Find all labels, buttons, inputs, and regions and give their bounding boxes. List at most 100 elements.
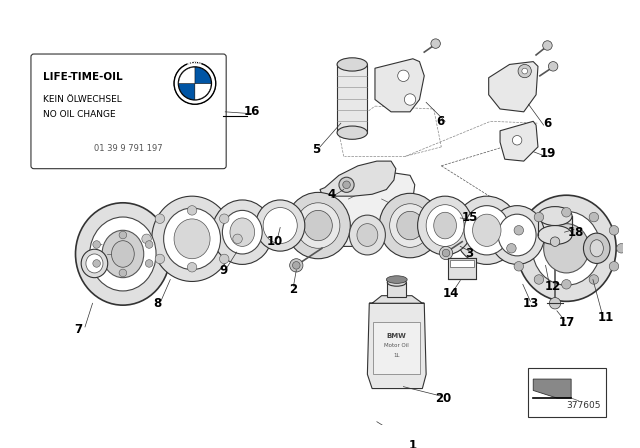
Ellipse shape xyxy=(490,206,545,264)
Circle shape xyxy=(442,249,450,257)
Circle shape xyxy=(549,297,561,309)
Ellipse shape xyxy=(152,196,232,281)
Ellipse shape xyxy=(164,208,221,270)
Bar xyxy=(387,282,406,297)
Wedge shape xyxy=(179,83,195,99)
Text: 2: 2 xyxy=(289,283,298,296)
Text: 377605: 377605 xyxy=(566,401,601,410)
Ellipse shape xyxy=(76,203,170,305)
Circle shape xyxy=(543,41,552,50)
Ellipse shape xyxy=(255,200,305,251)
FancyBboxPatch shape xyxy=(31,54,226,169)
Ellipse shape xyxy=(516,195,616,302)
Ellipse shape xyxy=(543,224,589,273)
Circle shape xyxy=(155,254,164,264)
Text: 3: 3 xyxy=(466,247,474,260)
Circle shape xyxy=(339,177,354,192)
Ellipse shape xyxy=(263,207,297,244)
Bar xyxy=(337,65,367,133)
Wedge shape xyxy=(195,67,211,83)
Text: 6: 6 xyxy=(543,116,552,130)
Circle shape xyxy=(142,234,151,244)
Ellipse shape xyxy=(212,200,273,264)
Ellipse shape xyxy=(454,196,519,264)
Circle shape xyxy=(514,225,524,235)
Text: 17: 17 xyxy=(558,316,575,329)
Ellipse shape xyxy=(387,276,407,283)
Text: 13: 13 xyxy=(522,297,538,310)
Circle shape xyxy=(174,63,216,104)
Text: 15: 15 xyxy=(461,211,478,224)
Ellipse shape xyxy=(337,126,367,139)
Text: 7: 7 xyxy=(74,323,83,336)
Circle shape xyxy=(518,65,531,78)
Text: 1: 1 xyxy=(409,439,417,448)
Bar xyxy=(448,258,476,279)
Ellipse shape xyxy=(472,214,501,246)
Text: LIFE-TIME-OIL: LIFE-TIME-OIL xyxy=(44,72,123,82)
Ellipse shape xyxy=(532,211,600,285)
Circle shape xyxy=(589,212,598,222)
Text: 16: 16 xyxy=(244,105,260,118)
Ellipse shape xyxy=(380,194,441,258)
Ellipse shape xyxy=(111,241,134,267)
Text: 5: 5 xyxy=(312,143,321,156)
Circle shape xyxy=(119,269,127,277)
Bar xyxy=(450,260,474,267)
Ellipse shape xyxy=(390,204,431,247)
Ellipse shape xyxy=(387,279,406,286)
Circle shape xyxy=(513,135,522,145)
Bar xyxy=(538,216,572,235)
Ellipse shape xyxy=(426,205,464,246)
Circle shape xyxy=(155,214,164,224)
Circle shape xyxy=(233,234,243,244)
Circle shape xyxy=(507,244,516,253)
Polygon shape xyxy=(367,303,426,388)
Ellipse shape xyxy=(86,254,103,273)
Circle shape xyxy=(534,275,543,284)
Ellipse shape xyxy=(397,211,423,240)
Ellipse shape xyxy=(357,224,378,246)
Circle shape xyxy=(292,262,300,269)
Circle shape xyxy=(145,260,153,267)
Circle shape xyxy=(220,214,229,224)
Text: 6: 6 xyxy=(436,115,445,128)
Circle shape xyxy=(440,246,452,260)
Text: 18: 18 xyxy=(568,226,584,239)
Text: 14: 14 xyxy=(443,287,459,300)
Circle shape xyxy=(93,260,100,267)
Bar xyxy=(373,322,420,375)
Ellipse shape xyxy=(538,225,572,245)
Text: 11: 11 xyxy=(598,311,614,324)
Circle shape xyxy=(176,65,214,102)
Ellipse shape xyxy=(286,192,350,258)
Wedge shape xyxy=(179,67,195,83)
Circle shape xyxy=(397,70,409,82)
Ellipse shape xyxy=(464,206,509,255)
Circle shape xyxy=(220,254,229,264)
Circle shape xyxy=(550,237,560,246)
Polygon shape xyxy=(375,59,424,112)
Circle shape xyxy=(548,61,558,71)
Circle shape xyxy=(609,262,619,271)
Ellipse shape xyxy=(584,233,610,263)
Text: 01 39 9 791 197: 01 39 9 791 197 xyxy=(94,144,163,153)
Circle shape xyxy=(119,231,127,239)
Ellipse shape xyxy=(498,214,536,256)
Text: 20: 20 xyxy=(435,392,451,405)
Wedge shape xyxy=(195,83,211,99)
Text: NO OIL CHANGE: NO OIL CHANGE xyxy=(44,110,116,119)
Text: BMW: BMW xyxy=(187,62,203,67)
Ellipse shape xyxy=(590,240,604,257)
Ellipse shape xyxy=(349,215,385,255)
Text: 1L: 1L xyxy=(394,353,400,358)
Ellipse shape xyxy=(434,212,456,239)
Text: 19: 19 xyxy=(540,147,556,160)
Circle shape xyxy=(522,68,527,74)
Circle shape xyxy=(616,244,626,253)
Polygon shape xyxy=(533,379,571,398)
Circle shape xyxy=(290,258,303,272)
Text: 9: 9 xyxy=(220,263,227,276)
Circle shape xyxy=(343,181,350,189)
Text: 12: 12 xyxy=(545,280,561,293)
